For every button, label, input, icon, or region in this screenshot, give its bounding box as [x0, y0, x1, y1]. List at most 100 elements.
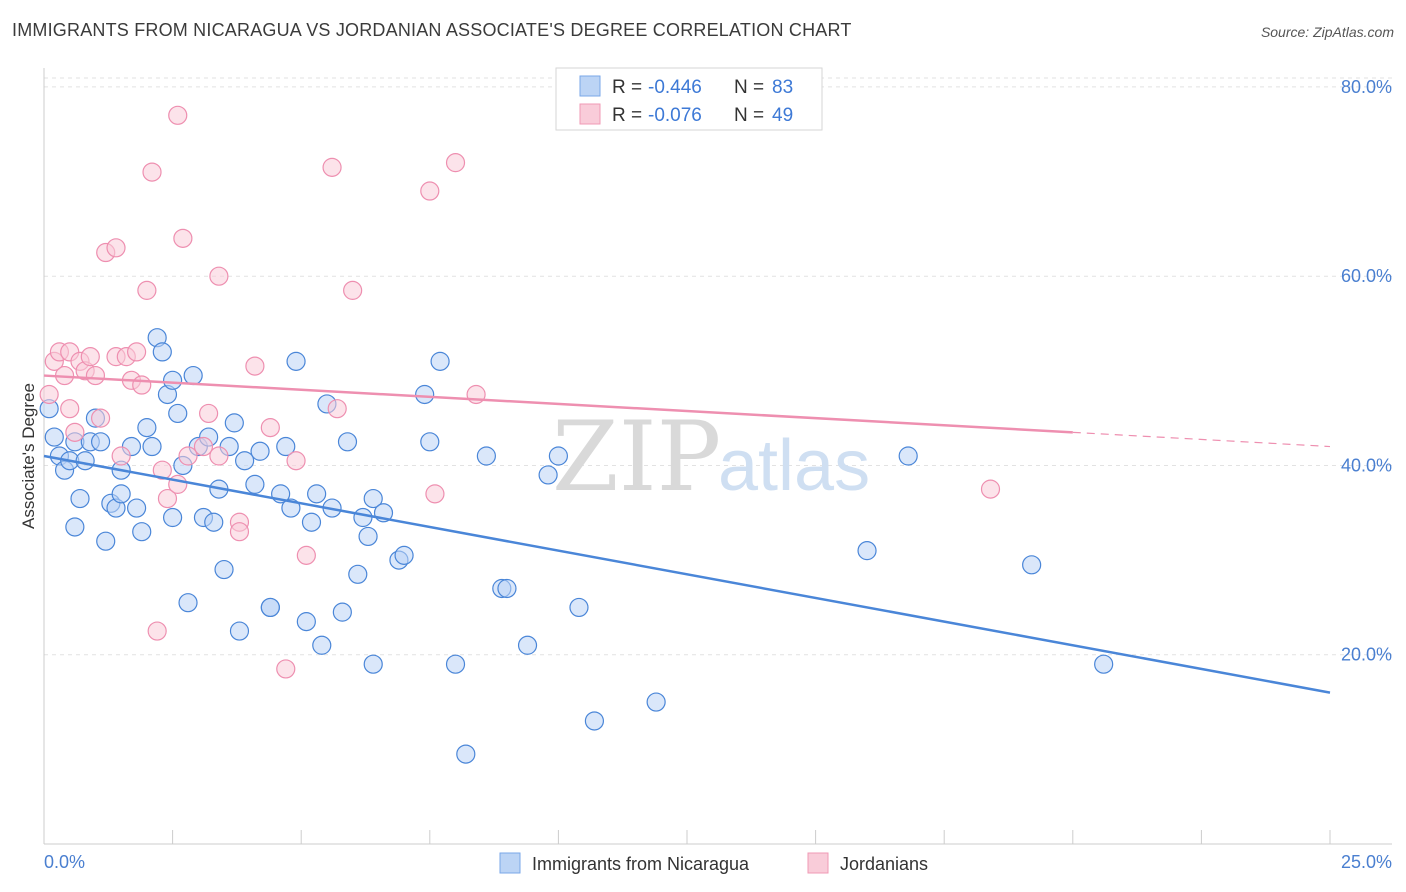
- point-jordanian: [132, 375, 152, 395]
- point-nicaragua: [260, 597, 280, 618]
- point-jordanian: [980, 479, 1001, 499]
- trend-line-jordanians-extension: [1072, 431, 1331, 448]
- legend-n-value-1: 83: [772, 77, 793, 98]
- point-jordanian: [65, 422, 85, 442]
- point-nicaragua: [415, 384, 435, 405]
- point-nicaragua: [312, 635, 332, 655]
- point-nicaragua: [517, 635, 538, 655]
- data-points: [39, 105, 1114, 764]
- point-nicaragua: [569, 597, 589, 618]
- point-nicaragua: [445, 654, 466, 674]
- point-nicaragua: [250, 441, 270, 461]
- point-nicaragua: [363, 488, 383, 509]
- point-nicaragua: [353, 507, 373, 528]
- legend-n-label-2: N =: [734, 105, 764, 126]
- point-nicaragua: [111, 484, 131, 504]
- x-tick-label-max: 25.0%: [1341, 852, 1392, 872]
- point-nicaragua: [337, 432, 358, 452]
- point-nicaragua: [348, 564, 368, 584]
- point-nicaragua: [497, 578, 517, 599]
- point-jordanian: [168, 474, 188, 494]
- point-nicaragua: [296, 612, 316, 632]
- point-nicaragua: [281, 498, 301, 518]
- y-tick-label: 40.0%: [1341, 455, 1392, 475]
- point-jordanian: [157, 488, 178, 509]
- point-nicaragua: [548, 446, 569, 466]
- bottom-legend-swatch-nicaragua: [499, 852, 521, 874]
- point-jordanian: [85, 365, 106, 386]
- bottom-legend-label-jordanians: Jordanians: [840, 854, 928, 874]
- y-axis-label: Associate's Degree: [19, 383, 38, 529]
- point-nicaragua: [430, 351, 450, 371]
- point-jordanian: [286, 451, 306, 471]
- point-jordanian: [229, 522, 250, 542]
- point-nicaragua: [65, 517, 85, 537]
- point-jordanian: [152, 460, 172, 480]
- point-nicaragua: [584, 711, 605, 731]
- source-credit: Source: ZipAtlas.com: [1260, 24, 1394, 40]
- point-jordanian: [425, 484, 445, 504]
- point-nicaragua: [235, 451, 255, 471]
- point-nicaragua: [152, 342, 172, 362]
- watermark-atlas: atlas: [718, 426, 870, 506]
- trend-line-jordanians: [43, 374, 1073, 434]
- point-nicaragua: [229, 621, 250, 641]
- y-tick-label: 60.0%: [1341, 266, 1392, 286]
- stats-legend: R = -0.446 N = 83 R = -0.076 N = 49: [555, 67, 823, 131]
- point-nicaragua: [358, 526, 378, 547]
- point-nicaragua: [276, 436, 296, 457]
- point-jordanian: [39, 384, 59, 405]
- legend-r-label-1: R =: [612, 77, 642, 98]
- y-tick-label: 20.0%: [1341, 645, 1392, 665]
- point-nicaragua: [163, 507, 183, 528]
- bottom-legend-label-nicaragua: Immigrants from Nicaragua: [532, 854, 750, 874]
- point-nicaragua: [90, 432, 111, 452]
- point-jordanian: [193, 436, 214, 457]
- point-nicaragua: [142, 436, 162, 457]
- legend-n-label-1: N =: [734, 77, 764, 98]
- point-jordanian: [327, 399, 347, 419]
- point-jordanian: [111, 446, 131, 466]
- y-tick-label: 80.0%: [1341, 77, 1392, 97]
- point-nicaragua: [137, 418, 157, 438]
- trend-line-nicaragua: [43, 454, 1331, 694]
- point-nicaragua: [204, 512, 224, 532]
- point-nicaragua: [44, 427, 64, 447]
- point-jordanian: [209, 266, 229, 286]
- point-nicaragua: [857, 541, 877, 561]
- point-jordanian: [260, 418, 280, 438]
- point-nicaragua: [178, 593, 198, 613]
- point-nicaragua: [307, 484, 327, 504]
- x-tick-label-min: 0.0%: [44, 852, 85, 872]
- watermark-zip: ZIP: [552, 401, 721, 513]
- point-nicaragua: [476, 446, 496, 466]
- point-nicaragua: [301, 512, 322, 532]
- point-jordanian: [90, 408, 111, 428]
- point-jordanian: [322, 157, 342, 177]
- point-jordanian: [168, 105, 188, 125]
- point-jordanian: [209, 446, 229, 466]
- point-nicaragua: [394, 545, 414, 565]
- series-legend: Immigrants from Nicaragua Jordanians: [499, 852, 928, 874]
- chart-title: IMMIGRANTS FROM NICARAGUA VS JORDANIAN A…: [12, 20, 852, 40]
- point-nicaragua: [163, 370, 183, 390]
- point-jordanian: [199, 403, 219, 424]
- y-tick-labels: 20.0% 40.0% 60.0% 80.0%: [1341, 77, 1392, 665]
- point-jordanian: [178, 446, 198, 466]
- point-nicaragua: [1022, 555, 1042, 575]
- point-jordanian: [276, 659, 296, 679]
- point-jordanian: [60, 399, 80, 419]
- legend-r-label-2: R =: [612, 105, 642, 126]
- point-nicaragua: [96, 531, 116, 551]
- point-nicaragua: [646, 692, 666, 712]
- point-nicaragua: [214, 559, 234, 580]
- point-nicaragua: [1094, 654, 1114, 674]
- point-nicaragua: [75, 451, 95, 471]
- point-jordanian: [420, 181, 440, 201]
- point-nicaragua: [183, 365, 203, 386]
- point-jordanian: [126, 342, 147, 362]
- point-jordanian: [445, 153, 466, 173]
- point-nicaragua: [332, 602, 352, 622]
- point-jordanian: [137, 280, 157, 300]
